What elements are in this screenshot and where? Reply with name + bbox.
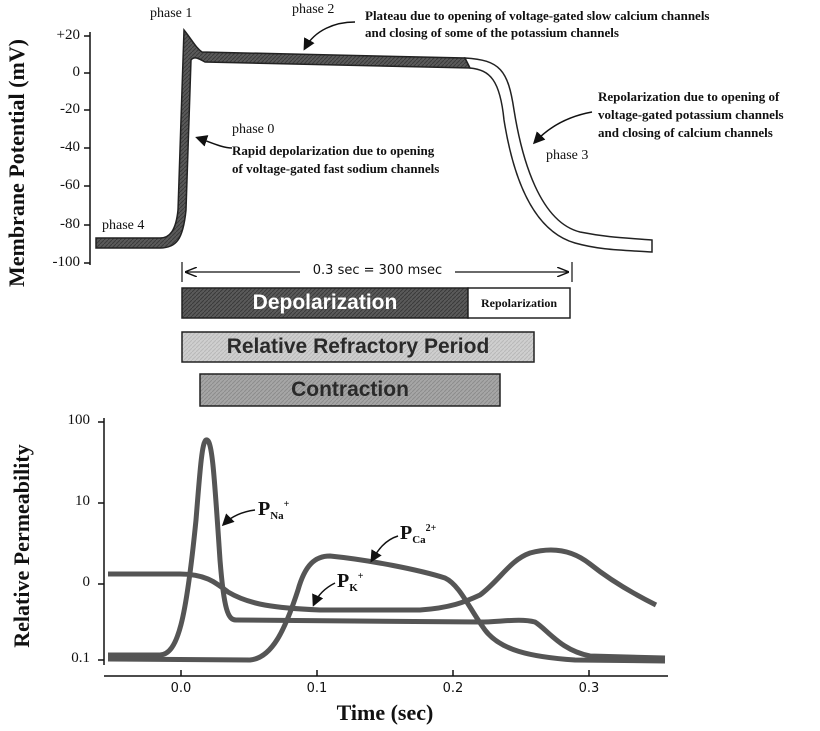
depolarization-annotation-line: Rapid depolarization due to opening bbox=[232, 143, 435, 158]
plateau-annotation-line: Plateau due to opening of voltage-gated … bbox=[365, 8, 710, 23]
plateau-annotation: Plateau due to opening of voltage-gated … bbox=[365, 7, 710, 41]
bottom-ytick-label: 0 bbox=[82, 574, 91, 590]
k-label-arrow bbox=[312, 582, 336, 607]
bottom-ytick-label: 10 bbox=[75, 493, 90, 509]
bottom-x-ticks bbox=[180, 670, 590, 676]
k-label-p: P bbox=[337, 570, 350, 592]
repol-arrow bbox=[532, 111, 593, 145]
ca-label-p: P bbox=[400, 522, 413, 544]
bottom-ytick-label: 0.1 bbox=[71, 650, 90, 666]
curve-k bbox=[108, 547, 658, 613]
top-ytick-label: +20 bbox=[56, 27, 80, 43]
phase2-arrow bbox=[303, 21, 356, 51]
phase2-label: phase 2 bbox=[292, 2, 335, 17]
bottom-xtick-label: 0.3 bbox=[578, 681, 600, 696]
curve-ca bbox=[107, 553, 666, 664]
top-y-ticks bbox=[84, 35, 90, 264]
k-permeability-label: PK+ bbox=[337, 570, 363, 594]
bottom-y-ticks bbox=[98, 421, 104, 661]
repolarization-annotation-line: and closing of calcium channels bbox=[598, 125, 773, 140]
relative-refractory-label: Relative Refractory Period bbox=[226, 335, 490, 358]
bottom-y-axis-label: Relative Permeability bbox=[9, 444, 34, 648]
ca-label-sub: Ca bbox=[412, 534, 426, 546]
repolarization-label: Repolarization bbox=[481, 295, 557, 310]
phase1-label: phase 1 bbox=[150, 6, 193, 21]
top-ytick-label: -60 bbox=[60, 177, 80, 193]
k-label-sup: + bbox=[357, 571, 364, 582]
na-permeability-label: PNa+ bbox=[258, 498, 289, 522]
bottom-ytick-label: 100 bbox=[67, 412, 91, 428]
ca-label-arrow bbox=[370, 535, 399, 563]
top-ytick-label: -80 bbox=[60, 216, 80, 232]
na-label-arrow bbox=[221, 509, 256, 527]
phase4-label: phase 4 bbox=[102, 218, 145, 233]
na-label-sup: + bbox=[283, 499, 290, 510]
ca-label-sup: 2+ bbox=[425, 523, 437, 534]
repolarization-annotation-line: voltage-gated potassium channels bbox=[598, 107, 784, 122]
phase0-label: phase 0 bbox=[232, 122, 275, 137]
duration-label: 0.3 sec = 300 msec bbox=[312, 263, 443, 278]
top-ytick-label: 0 bbox=[72, 64, 81, 80]
depolarization-label: Depolarization bbox=[252, 291, 398, 314]
ca-permeability-label: PCa2+ bbox=[400, 522, 436, 546]
bottom-xtick-label: 0.1 bbox=[306, 681, 328, 696]
relative-refractory-bar bbox=[181, 331, 535, 363]
depolarization-annotation: Rapid depolarization due to opening of v… bbox=[232, 142, 439, 178]
k-label-sub: K bbox=[349, 582, 358, 594]
contraction-bar bbox=[199, 373, 501, 407]
bottom-xtick-label: 0.0 bbox=[170, 681, 192, 696]
phase3-label: phase 3 bbox=[546, 148, 589, 163]
bottom-xtick-label: 0.2 bbox=[442, 681, 464, 696]
top-y-axis-label: Membrane Potential (mV) bbox=[4, 38, 29, 288]
bottom-x-axis-label: Time (sec) bbox=[336, 700, 434, 725]
contraction-label: Contraction bbox=[291, 378, 409, 401]
phase0-arrow bbox=[195, 135, 233, 149]
action-potential-dark-band bbox=[95, 27, 472, 249]
depolarization-annotation-line: of voltage-gated fast sodium channels bbox=[232, 161, 440, 176]
top-ytick-label: -20 bbox=[60, 101, 80, 117]
plateau-annotation-line: and closing of some of the potassium cha… bbox=[365, 25, 619, 40]
na-label-p: P bbox=[258, 498, 271, 520]
depolarization-bar bbox=[181, 287, 469, 319]
na-label-sub: Na bbox=[270, 510, 284, 522]
repolarization-bar bbox=[467, 287, 571, 319]
repolarization-annotation: Repolarization due to opening of voltage… bbox=[598, 88, 784, 142]
curve-na bbox=[108, 437, 666, 661]
top-ytick-label: -100 bbox=[52, 254, 81, 270]
action-potential-white-band bbox=[463, 57, 653, 253]
repolarization-annotation-line: Repolarization due to opening of bbox=[598, 89, 780, 104]
top-ytick-label: -40 bbox=[60, 139, 80, 155]
